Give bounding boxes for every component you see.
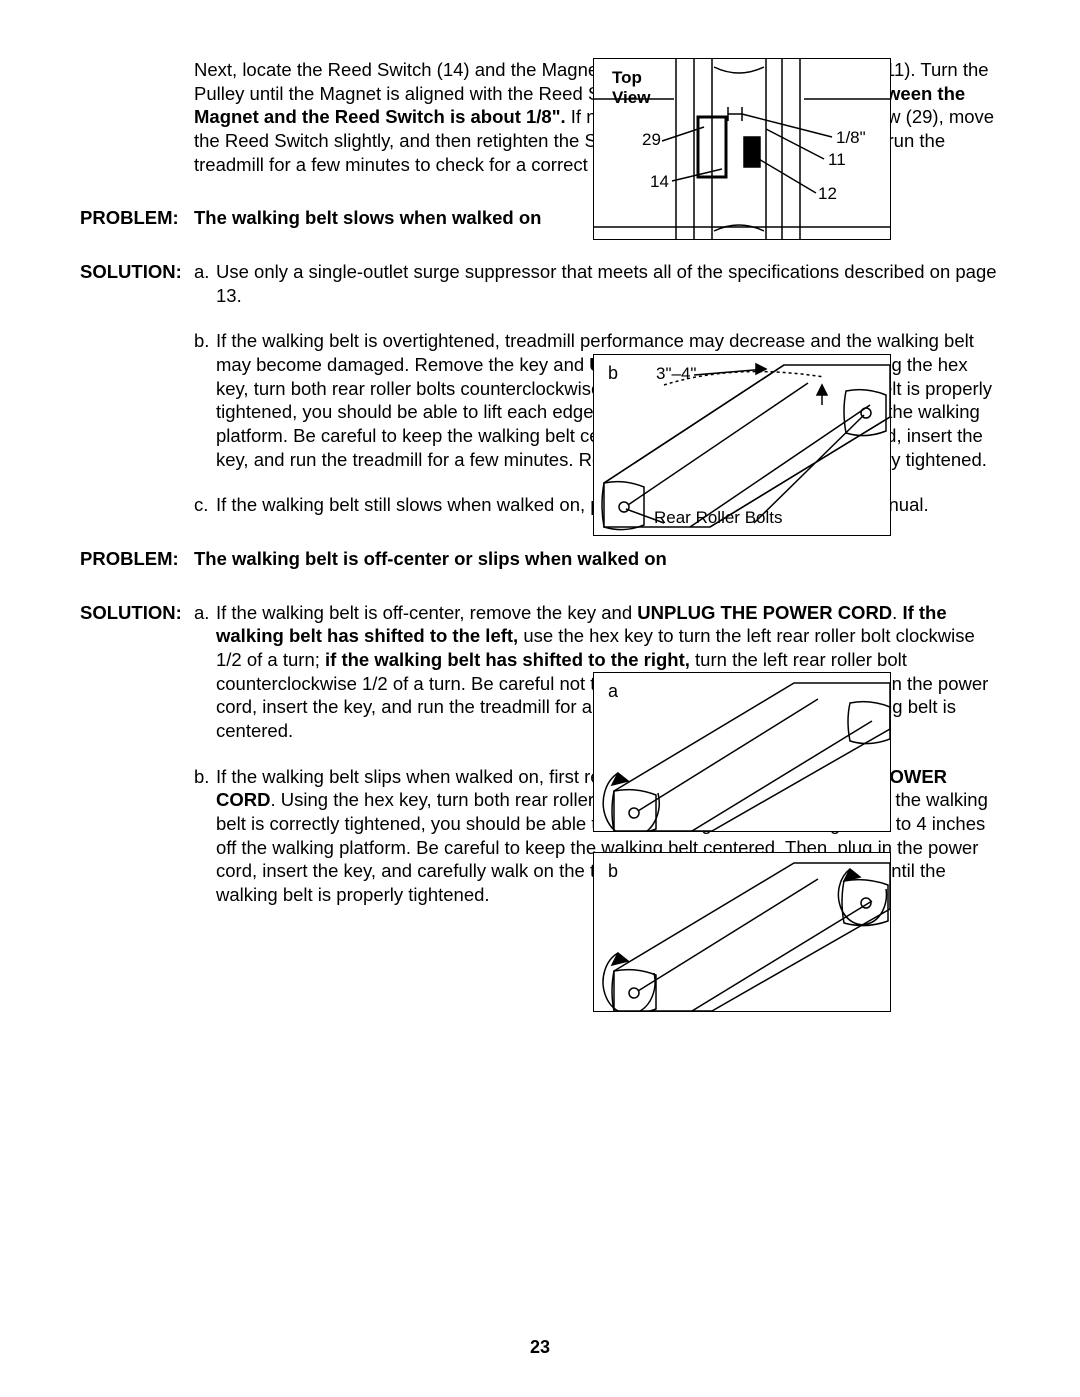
problem2-b: The walking belt is off-center or slips …	[194, 548, 667, 569]
problem2-label: PROBLEM:	[80, 547, 194, 571]
fig1-12: 12	[818, 184, 837, 203]
figure-slip-b: b	[593, 852, 891, 1012]
s2a-tb1: UNPLUG THE POWER CORD	[637, 602, 892, 623]
fig4-svg: b	[594, 853, 890, 1011]
topview-svg: Top View 29 14 12 11 1/8"	[594, 59, 890, 239]
fig2-dim: 3"–4"	[656, 364, 696, 383]
fig1-11: 11	[828, 150, 846, 169]
fig4-letter: b	[608, 861, 618, 881]
s1c-letter: c.	[194, 493, 216, 517]
s2a-letter: a.	[194, 601, 216, 625]
fig3-svg: a	[594, 673, 890, 831]
s2a-t1: If the walking belt is off-center, remov…	[216, 602, 637, 623]
solution1-body: a. Use only a single-outlet surge suppre…	[194, 260, 1000, 307]
problem1-b: The walking belt slows when walked on	[194, 207, 541, 228]
fig1-gap: 1/8"	[836, 128, 866, 147]
s1a: a. Use only a single-outlet surge suppre…	[194, 260, 1000, 307]
solution2-label: SOLUTION:	[80, 601, 194, 625]
fig3-letter: a	[608, 681, 619, 701]
s1a-letter: a.	[194, 260, 216, 284]
roller-svg: b 3"–4" Rear Roller Bolts	[594, 355, 890, 535]
problem1-label: PROBLEM:	[80, 206, 194, 230]
fig2-letter: b	[608, 363, 618, 383]
fig1-title2: View	[612, 88, 651, 107]
s2a-tb3: if the walking belt has shifted to the r…	[325, 649, 690, 670]
problem2-text: The walking belt is off-center or slips …	[194, 547, 1000, 571]
s2b-letter: b.	[194, 765, 216, 789]
fig1-title1: Top	[612, 68, 642, 87]
s2a-t2: .	[892, 602, 902, 623]
fig1-14: 14	[650, 172, 669, 191]
figure-rear-roller: b 3"–4" Rear Roller Bolts	[593, 354, 891, 536]
fig2-caption: Rear Roller Bolts	[654, 508, 783, 527]
page-number: 23	[0, 1336, 1080, 1359]
problem2-row: PROBLEM: The walking belt is off-center …	[80, 547, 1000, 571]
figure-top-view: Top View 29 14 12 11 1/8"	[593, 58, 891, 240]
s1b-letter: b.	[194, 329, 216, 353]
solution1-label: SOLUTION:	[80, 260, 194, 284]
s1a-text: Use only a single-outlet surge suppresso…	[216, 260, 1000, 307]
figure-offcenter-a: a	[593, 672, 891, 832]
fig1-29: 29	[642, 130, 661, 149]
solution1-row: SOLUTION: a. Use only a single-outlet su…	[80, 260, 1000, 307]
